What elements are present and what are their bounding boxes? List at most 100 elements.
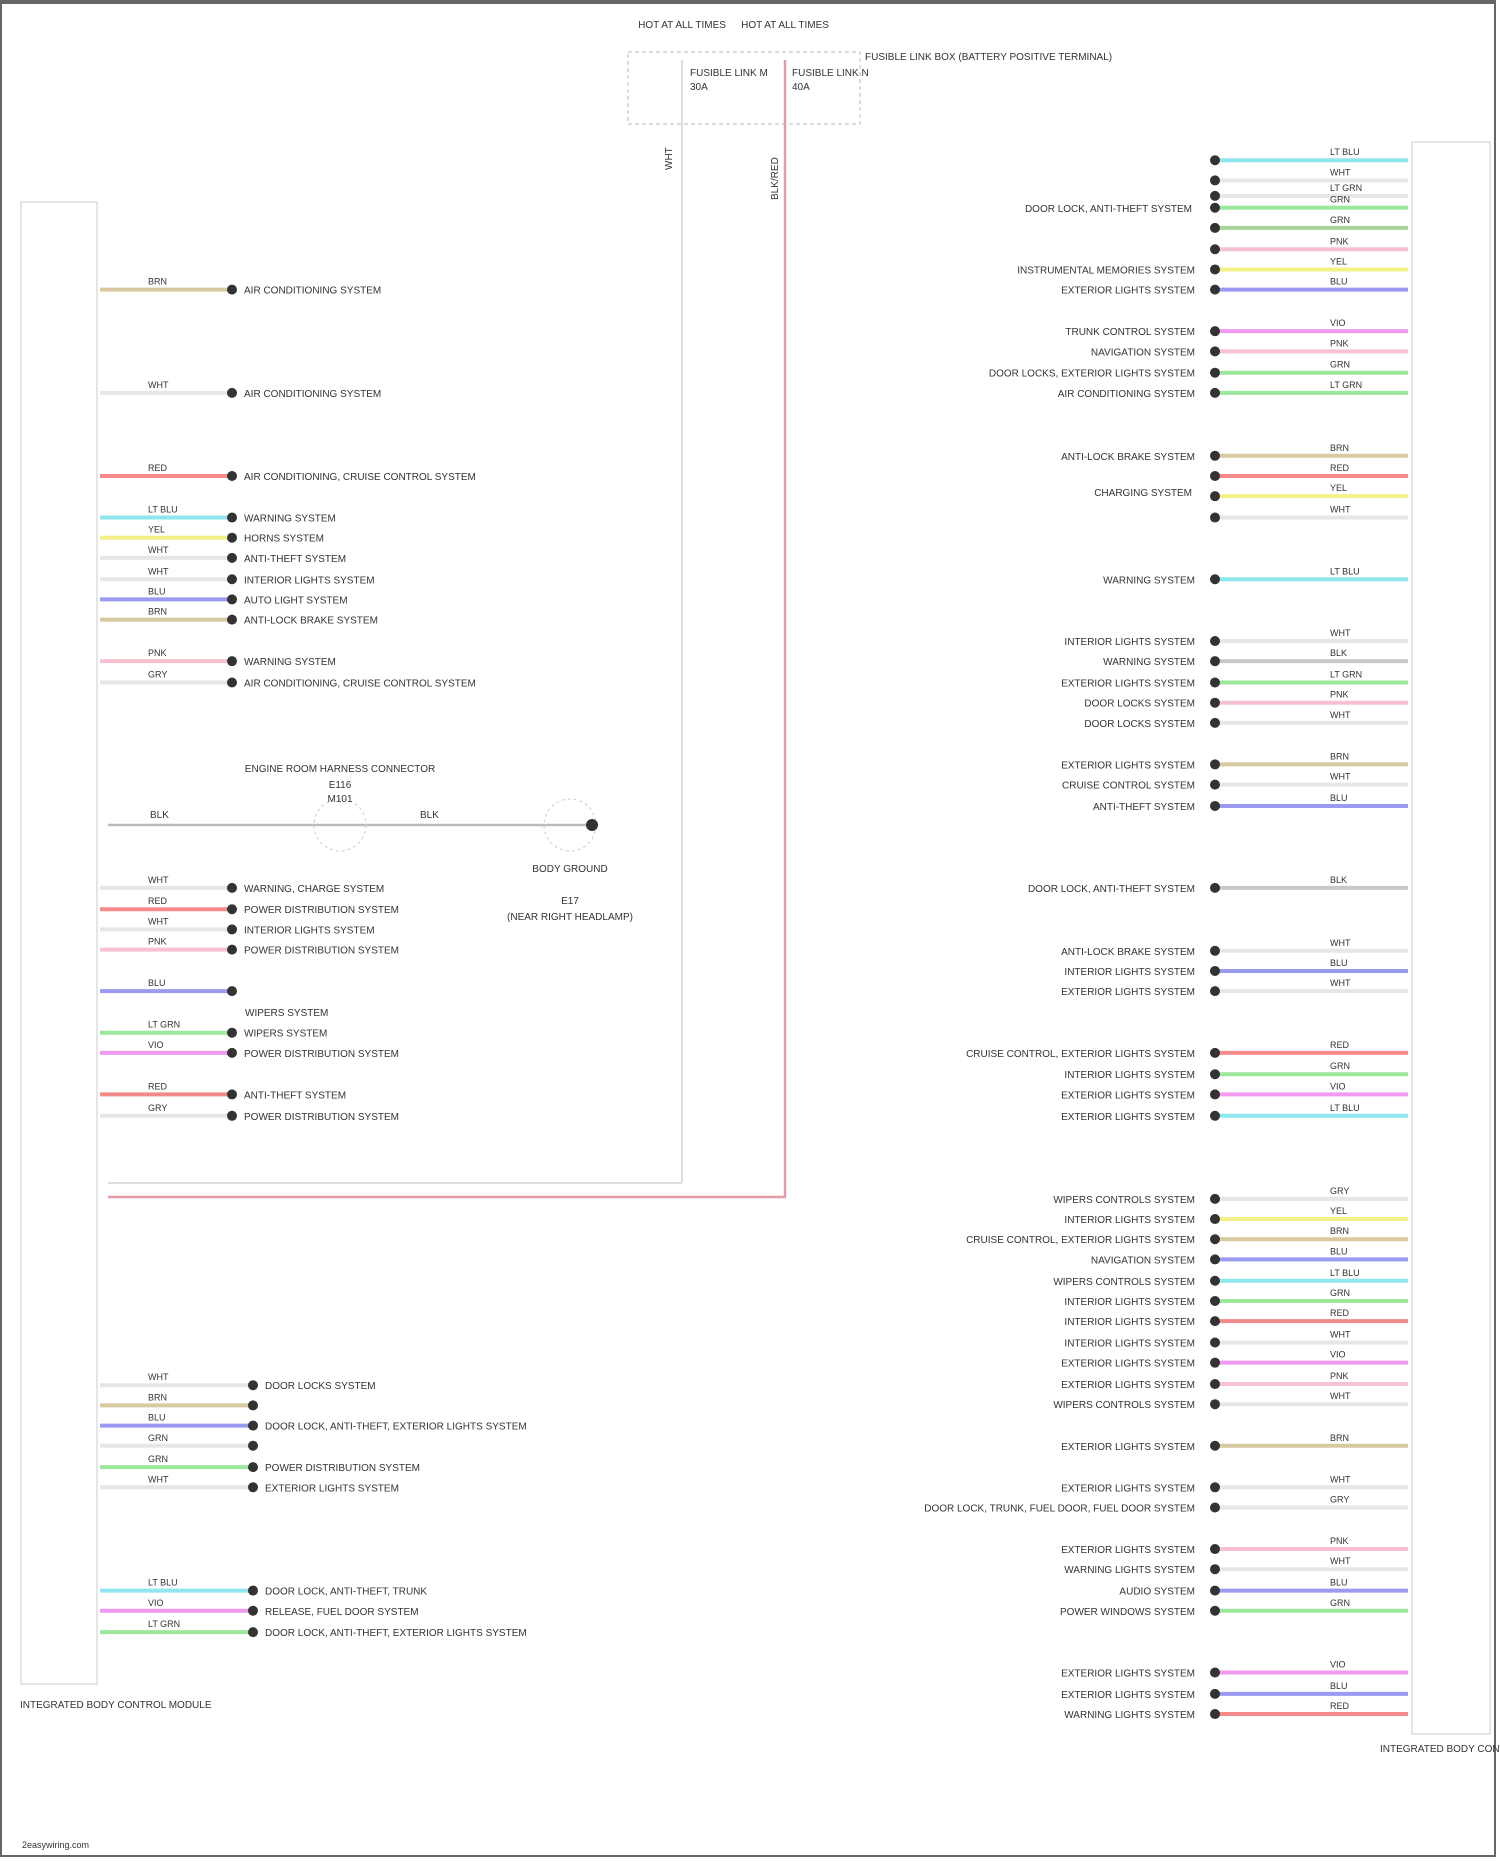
wire-destination[interactable]: POWER DISTRIBUTION SYSTEM bbox=[244, 1112, 399, 1123]
wire-destination[interactable]: EXTERIOR LIGHTS SYSTEM bbox=[1061, 1483, 1195, 1494]
right-wire[interactable]: BLK WARNING SYSTEM bbox=[1103, 648, 1408, 668]
left-wire[interactable]: WHT ANTI-THEFT SYSTEM bbox=[100, 545, 346, 565]
right-wire[interactable]: GRN bbox=[1210, 215, 1408, 233]
wire-destination[interactable]: WARNING, CHARGE SYSTEM bbox=[244, 884, 384, 895]
wire-destination[interactable]: INTERIOR LIGHTS SYSTEM bbox=[244, 575, 375, 586]
right-wire[interactable]: GRY WIPERS CONTROLS SYSTEM bbox=[1053, 1186, 1408, 1206]
wire-destination[interactable]: EXTERIOR LIGHTS SYSTEM bbox=[1061, 1112, 1195, 1123]
right-wire[interactable]: WHT WARNING LIGHTS SYSTEM bbox=[1064, 1556, 1408, 1576]
wire-destination[interactable]: EXTERIOR LIGHTS SYSTEM bbox=[1061, 1668, 1195, 1679]
right-wire[interactable]: WHT ANTI-LOCK BRAKE SYSTEM bbox=[1061, 938, 1408, 958]
wire-destination[interactable]: INSTRUMENTAL MEMORIES SYSTEM bbox=[1017, 265, 1195, 276]
right-wire[interactable]: VIO EXTERIOR LIGHTS SYSTEM bbox=[1061, 1659, 1408, 1679]
left-wire[interactable]: RED ANTI-THEFT SYSTEM bbox=[100, 1081, 346, 1101]
wire-destination[interactable]: DOOR LOCKS SYSTEM bbox=[1084, 719, 1195, 730]
wire-destination[interactable]: POWER DISTRIBUTION SYSTEM bbox=[265, 1463, 420, 1474]
wire-destination[interactable]: EXTERIOR LIGHTS SYSTEM bbox=[1061, 1090, 1195, 1101]
wire-destination[interactable]: INTERIOR LIGHTS SYSTEM bbox=[1064, 1070, 1195, 1081]
right-wire[interactable]: LT GRN EXTERIOR LIGHTS SYSTEM bbox=[1061, 670, 1408, 690]
right-wire[interactable]: RED bbox=[1210, 463, 1408, 481]
left-wire[interactable]: PNK WARNING SYSTEM bbox=[100, 648, 336, 668]
wire-destination[interactable]: ANTI-THEFT SYSTEM bbox=[1093, 802, 1195, 813]
wire-destination[interactable]: WARNING SYSTEM bbox=[1103, 657, 1195, 668]
right-wire[interactable]: WHT EXTERIOR LIGHTS SYSTEM bbox=[1061, 1474, 1408, 1494]
wire-destination[interactable]: NAVIGATION SYSTEM bbox=[1091, 347, 1195, 358]
wire-destination[interactable]: INTERIOR LIGHTS SYSTEM bbox=[1064, 967, 1195, 978]
right-wire[interactable]: PNK DOOR LOCKS SYSTEM bbox=[1084, 690, 1408, 710]
right-wire[interactable]: YEL INTERIOR LIGHTS SYSTEM bbox=[1064, 1206, 1408, 1226]
left-wire[interactable]: GRY POWER DISTRIBUTION SYSTEM bbox=[100, 1103, 399, 1123]
wire-destination[interactable]: POWER DISTRIBUTION SYSTEM bbox=[244, 946, 399, 957]
wire-destination[interactable]: WIPERS CONTROLS SYSTEM bbox=[1053, 1400, 1195, 1411]
wire-destination[interactable]: EXTERIOR LIGHTS SYSTEM bbox=[1061, 286, 1195, 297]
wire-destination[interactable]: WIPERS CONTROLS SYSTEM bbox=[1053, 1277, 1195, 1288]
wire-destination[interactable]: EXTERIOR LIGHTS SYSTEM bbox=[1061, 1690, 1195, 1701]
wire-destination[interactable]: NAVIGATION SYSTEM bbox=[1091, 1255, 1195, 1266]
right-wire[interactable]: BLU NAVIGATION SYSTEM bbox=[1091, 1246, 1408, 1266]
right-connector[interactable] bbox=[1411, 141, 1491, 1735]
wire-destination[interactable]: POWER DISTRIBUTION SYSTEM bbox=[244, 1049, 399, 1060]
left-wire[interactable]: WHT WARNING, CHARGE SYSTEM bbox=[100, 875, 384, 895]
right-wire[interactable]: GRN bbox=[1210, 195, 1408, 213]
right-wire[interactable]: LT GRN AIR CONDITIONING SYSTEM bbox=[1058, 380, 1408, 400]
left-wire[interactable]: LT GRN WIPERS SYSTEM bbox=[100, 1020, 327, 1040]
left-wire[interactable]: GRN bbox=[100, 1433, 258, 1451]
right-wire[interactable]: BLU AUDIO SYSTEM bbox=[1119, 1578, 1408, 1598]
wire-destination[interactable]: CRUISE CONTROL SYSTEM bbox=[1062, 781, 1195, 792]
wire-destination[interactable]: WARNING SYSTEM bbox=[1103, 575, 1195, 586]
left-wire[interactable]: BLU bbox=[100, 978, 237, 997]
wire-destination[interactable]: POWER DISTRIBUTION SYSTEM bbox=[244, 905, 399, 916]
wire-destination[interactable]: DOOR LOCK, ANTI-THEFT SYSTEM bbox=[1028, 884, 1195, 895]
wire-destination[interactable]: AIR CONDITIONING, CRUISE CONTROL SYSTEM bbox=[244, 679, 476, 690]
left-wire[interactable]: RED AIR CONDITIONING, CRUISE CONTROL SYST… bbox=[100, 463, 476, 483]
wire-destination[interactable]: INTERIOR LIGHTS SYSTEM bbox=[1064, 637, 1195, 648]
wire-destination[interactable]: WIPERS CONTROLS SYSTEM bbox=[1053, 1195, 1195, 1206]
left-wire[interactable]: RED POWER DISTRIBUTION SYSTEM bbox=[100, 896, 399, 916]
right-wire[interactable]: LT BLU bbox=[1210, 147, 1408, 166]
wire-destination[interactable]: POWER WINDOWS SYSTEM bbox=[1060, 1607, 1195, 1618]
left-wire[interactable]: WHT AIR CONDITIONING SYSTEM bbox=[100, 380, 381, 400]
left-wire[interactable]: VIO RELEASE, FUEL DOOR SYSTEM bbox=[100, 1598, 419, 1618]
left-wire[interactable]: PNK POWER DISTRIBUTION SYSTEM bbox=[100, 937, 399, 957]
right-wire[interactable]: BRN CRUISE CONTROL, EXTERIOR LIGHTS SYSTE… bbox=[966, 1226, 1408, 1246]
right-wire[interactable]: WHT INTERIOR LIGHTS SYSTEM bbox=[1064, 628, 1408, 648]
wire-destination[interactable]: EXTERIOR LIGHTS SYSTEM bbox=[1061, 1545, 1195, 1556]
wire-destination[interactable]: EXTERIOR LIGHTS SYSTEM bbox=[1061, 987, 1195, 998]
wire-destination[interactable]: INTERIOR LIGHTS SYSTEM bbox=[1064, 1317, 1195, 1328]
left-wire[interactable]: BRN ANTI-LOCK BRAKE SYSTEM bbox=[100, 607, 378, 627]
right-wire[interactable]: BLU EXTERIOR LIGHTS SYSTEM bbox=[1061, 277, 1408, 297]
wire-destination[interactable]: CRUISE CONTROL, EXTERIOR LIGHTS SYSTEM bbox=[966, 1049, 1195, 1060]
wire-destination[interactable]: WIPERS SYSTEM bbox=[244, 1029, 327, 1040]
wire-destination[interactable]: INTERIOR LIGHTS SYSTEM bbox=[244, 925, 375, 936]
wire-destination[interactable]: INTERIOR LIGHTS SYSTEM bbox=[1064, 1338, 1195, 1349]
right-wire[interactable]: LT BLU EXTERIOR LIGHTS SYSTEM bbox=[1061, 1103, 1408, 1123]
wire-destination[interactable]: ANTI-LOCK BRAKE SYSTEM bbox=[244, 616, 378, 627]
wire-destination[interactable]: ANTI-LOCK BRAKE SYSTEM bbox=[1061, 452, 1195, 463]
right-wire[interactable]: WHT INTERIOR LIGHTS SYSTEM bbox=[1064, 1329, 1408, 1349]
right-wire[interactable]: VIO EXTERIOR LIGHTS SYSTEM bbox=[1061, 1350, 1408, 1370]
right-wire[interactable]: PNK NAVIGATION SYSTEM bbox=[1091, 338, 1408, 358]
left-wire[interactable]: YEL HORNS SYSTEM bbox=[100, 525, 324, 545]
wire-destination[interactable]: EXTERIOR LIGHTS SYSTEM bbox=[1061, 1359, 1195, 1370]
wire-destination[interactable]: AIR CONDITIONING SYSTEM bbox=[244, 286, 381, 297]
wire-destination[interactable]: EXTERIOR LIGHTS SYSTEM bbox=[1061, 1442, 1195, 1453]
left-wire[interactable]: BLU AUTO LIGHT SYSTEM bbox=[100, 586, 348, 606]
wire-destination[interactable]: EXTERIOR LIGHTS SYSTEM bbox=[265, 1483, 399, 1494]
right-wire[interactable]: BLK DOOR LOCK, ANTI-THEFT SYSTEM bbox=[1028, 875, 1408, 895]
wire-destination[interactable]: AIR CONDITIONING SYSTEM bbox=[1058, 389, 1195, 400]
wire-destination[interactable]: WARNING SYSTEM bbox=[244, 514, 336, 525]
wire-destination[interactable]: INTERIOR LIGHTS SYSTEM bbox=[1064, 1215, 1195, 1226]
right-wire[interactable]: YEL bbox=[1210, 483, 1408, 502]
left-wire[interactable]: WHT DOOR LOCKS SYSTEM bbox=[100, 1372, 376, 1392]
left-wire[interactable]: VIO POWER DISTRIBUTION SYSTEM bbox=[100, 1040, 399, 1060]
right-wire[interactable]: RED CRUISE CONTROL, EXTERIOR LIGHTS SYSTE… bbox=[966, 1040, 1408, 1060]
right-wire[interactable]: WHT EXTERIOR LIGHTS SYSTEM bbox=[1061, 978, 1408, 998]
wire-destination[interactable]: DOOR LOCKS SYSTEM bbox=[1084, 699, 1195, 710]
wire-destination[interactable]: AUTO LIGHT SYSTEM bbox=[244, 595, 348, 606]
wire-destination[interactable]: WARNING LIGHTS SYSTEM bbox=[1064, 1565, 1195, 1576]
fuse-1-name[interactable]: FUSIBLE LINK M bbox=[690, 68, 768, 79]
right-wire[interactable]: RED WARNING LIGHTS SYSTEM bbox=[1064, 1701, 1408, 1721]
left-wire[interactable]: WHT INTERIOR LIGHTS SYSTEM bbox=[100, 916, 375, 936]
wire-destination[interactable]: AIR CONDITIONING, CRUISE CONTROL SYSTEM bbox=[244, 472, 476, 483]
right-wire[interactable]: GRN POWER WINDOWS SYSTEM bbox=[1060, 1598, 1408, 1618]
